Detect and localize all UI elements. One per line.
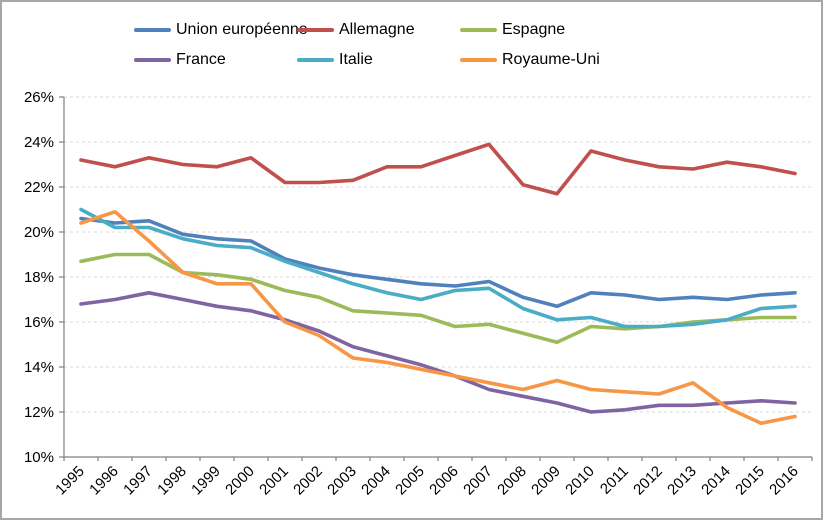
legend-item-union-europeenne: Union européenne (134, 22, 308, 38)
x-axis-label: 2005 (392, 463, 428, 499)
x-axis-label: 2014 (698, 463, 734, 499)
series-line-france (79, 290, 797, 414)
legend-label-union-europeenne: Union européenne (176, 21, 308, 38)
legend-item-espagne: Espagne (460, 22, 565, 38)
x-axis-label: 2015 (732, 463, 768, 499)
y-axis-label: 16% (24, 314, 54, 331)
y-axis-label: 14% (24, 359, 54, 376)
series-line-italie (79, 207, 797, 329)
legend-label-italie: Italie (339, 51, 373, 68)
x-axis-label: 2002 (290, 463, 326, 499)
x-axis-label: 1999 (188, 463, 224, 499)
x-axis-label: 2006 (426, 463, 462, 499)
legend-label-france: France (176, 51, 226, 68)
y-axis-label: 20% (24, 224, 54, 241)
legend-item-italie: Italie (297, 52, 373, 68)
x-axis-label: 2007 (460, 463, 496, 499)
y-axis-label: 26% (24, 89, 54, 106)
x-axis-label: 2016 (766, 463, 802, 499)
series-line-union-europ-enne (79, 216, 797, 309)
x-axis-label: 1996 (86, 463, 122, 499)
y-axis-label: 10% (24, 449, 54, 466)
y-axis-label: 12% (24, 404, 54, 421)
legend-item-france: France (134, 52, 226, 68)
legend-item-royaume-uni: Royaume-Uni (460, 52, 600, 68)
y-axis-label: 18% (24, 269, 54, 286)
x-axis-label: 2013 (664, 463, 700, 499)
x-axis-label: 1995 (52, 463, 88, 499)
legend-swatch-union-europeenne (134, 28, 171, 32)
x-axis-label: 2008 (494, 463, 530, 499)
x-axis-label: 2010 (562, 463, 598, 499)
legend-label-royaume-uni: Royaume-Uni (502, 51, 600, 68)
x-axis-label: 1997 (120, 463, 156, 499)
legend-label-espagne: Espagne (502, 21, 566, 38)
y-axis-label: 24% (24, 134, 54, 151)
y-axis-label: 22% (24, 179, 54, 196)
x-axis-label: 1998 (154, 463, 190, 499)
x-axis-label: 2011 (597, 463, 632, 498)
x-axis-label: 2003 (324, 463, 360, 499)
legend-swatch-royaume-uni (460, 58, 497, 62)
x-axis-label: 2001 (256, 463, 292, 499)
legend-label-allemagne: Allemagne (339, 21, 415, 38)
x-axis-label: 2000 (222, 463, 258, 499)
x-axis-label: 2012 (630, 463, 666, 499)
legend-swatch-allemagne (297, 28, 334, 32)
series-line-royaume-uni (79, 210, 797, 426)
x-axis-label: 2004 (358, 463, 394, 499)
legend-item-allemagne: Allemagne (297, 22, 415, 38)
x-axis-label: 2009 (528, 463, 564, 499)
series-line-allemagne (79, 142, 797, 196)
legend-swatch-italie (297, 58, 334, 62)
legend-swatch-espagne (460, 28, 497, 32)
legend-swatch-france (134, 58, 171, 62)
